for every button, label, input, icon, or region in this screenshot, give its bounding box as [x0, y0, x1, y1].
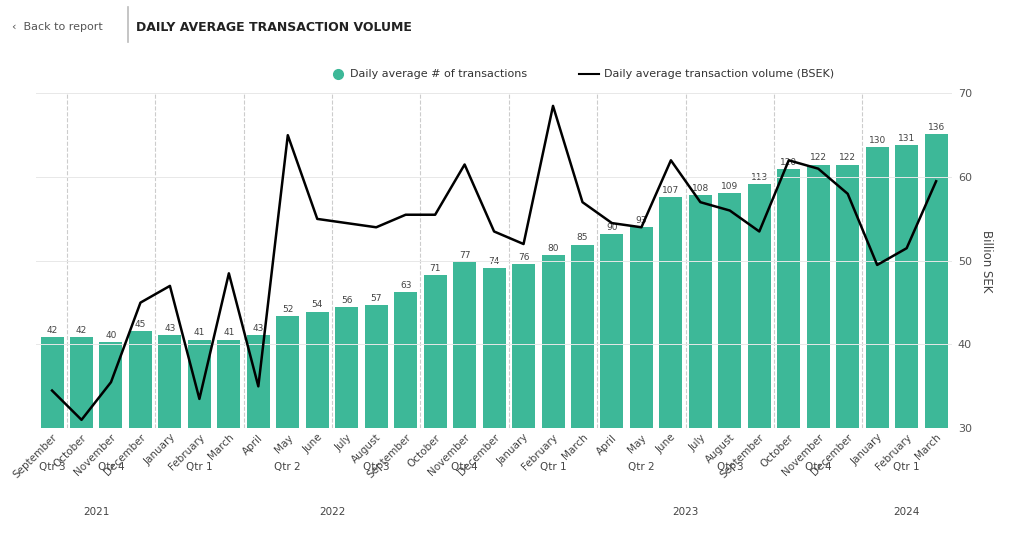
Text: 52: 52: [282, 305, 294, 313]
Bar: [895, 145, 919, 428]
Text: 113: 113: [751, 173, 768, 182]
Text: 131: 131: [898, 134, 915, 143]
Bar: [837, 165, 859, 428]
Text: Qtr 3: Qtr 3: [717, 462, 743, 472]
Text: 74: 74: [488, 257, 500, 266]
Bar: [247, 335, 269, 428]
Bar: [600, 234, 624, 428]
Text: 120: 120: [780, 158, 798, 167]
Text: 43: 43: [164, 324, 175, 333]
Bar: [335, 307, 358, 428]
Bar: [482, 268, 506, 428]
Text: Qtr 4: Qtr 4: [452, 462, 478, 472]
Bar: [865, 147, 889, 428]
Bar: [394, 292, 417, 428]
Text: 93: 93: [636, 216, 647, 225]
Text: Daily average # of transactions: Daily average # of transactions: [350, 69, 527, 79]
Text: 54: 54: [311, 300, 323, 310]
Text: 85: 85: [577, 233, 588, 243]
Text: 76: 76: [518, 253, 529, 262]
Text: 43: 43: [253, 324, 264, 333]
Bar: [187, 340, 211, 428]
Text: Daily average transaction volume (BSEK): Daily average transaction volume (BSEK): [604, 69, 835, 79]
Text: 41: 41: [223, 328, 234, 338]
Text: Qtr 3: Qtr 3: [39, 462, 66, 472]
Text: ‹  Back to report: ‹ Back to report: [12, 22, 103, 32]
Bar: [659, 197, 682, 428]
Text: 108: 108: [692, 184, 709, 193]
Bar: [925, 135, 947, 428]
Bar: [217, 340, 241, 428]
Bar: [365, 305, 388, 428]
Bar: [70, 338, 93, 428]
Bar: [512, 264, 536, 428]
Bar: [306, 311, 329, 428]
Text: 42: 42: [46, 326, 57, 335]
Bar: [630, 227, 653, 428]
Text: 77: 77: [459, 251, 470, 260]
Bar: [689, 195, 712, 428]
Bar: [719, 193, 741, 428]
Text: Qtr 4: Qtr 4: [97, 462, 124, 472]
Text: 40: 40: [105, 330, 117, 340]
Text: 109: 109: [721, 182, 738, 191]
Text: Qtr 4: Qtr 4: [805, 462, 831, 472]
Text: 2022: 2022: [318, 507, 345, 517]
Text: 2024: 2024: [894, 507, 920, 517]
Bar: [542, 255, 564, 428]
Text: 45: 45: [135, 320, 146, 329]
Text: 71: 71: [429, 264, 441, 273]
Text: 122: 122: [840, 154, 856, 163]
Text: 130: 130: [868, 136, 886, 145]
Text: Qtr 1: Qtr 1: [186, 462, 213, 472]
Text: DAILY AVERAGE TRANSACTION VOLUME: DAILY AVERAGE TRANSACTION VOLUME: [136, 21, 412, 33]
Bar: [571, 244, 594, 428]
Text: Qtr 1: Qtr 1: [893, 462, 920, 472]
Bar: [807, 165, 829, 428]
Y-axis label: Billion SEK: Billion SEK: [980, 229, 993, 292]
Bar: [41, 338, 63, 428]
Bar: [99, 342, 123, 428]
Text: 136: 136: [928, 123, 945, 132]
Bar: [453, 262, 476, 428]
Bar: [424, 275, 446, 428]
Text: 2023: 2023: [673, 507, 698, 517]
Text: 80: 80: [547, 244, 559, 253]
Text: 90: 90: [606, 222, 617, 232]
Text: 42: 42: [76, 326, 87, 335]
Text: Qtr 1: Qtr 1: [540, 462, 566, 472]
Text: 107: 107: [663, 186, 680, 195]
Bar: [129, 331, 152, 428]
Text: Qtr 3: Qtr 3: [362, 462, 389, 472]
Text: Qtr 2: Qtr 2: [628, 462, 654, 472]
Bar: [777, 169, 801, 428]
Text: Qtr 2: Qtr 2: [274, 462, 301, 472]
Bar: [159, 335, 181, 428]
Text: 41: 41: [194, 328, 205, 338]
Bar: [276, 316, 299, 428]
Bar: [748, 184, 771, 428]
Text: 2021: 2021: [83, 507, 110, 517]
Text: 122: 122: [810, 154, 826, 163]
Text: 63: 63: [400, 281, 412, 290]
Text: 56: 56: [341, 296, 352, 305]
Text: 57: 57: [371, 294, 382, 303]
